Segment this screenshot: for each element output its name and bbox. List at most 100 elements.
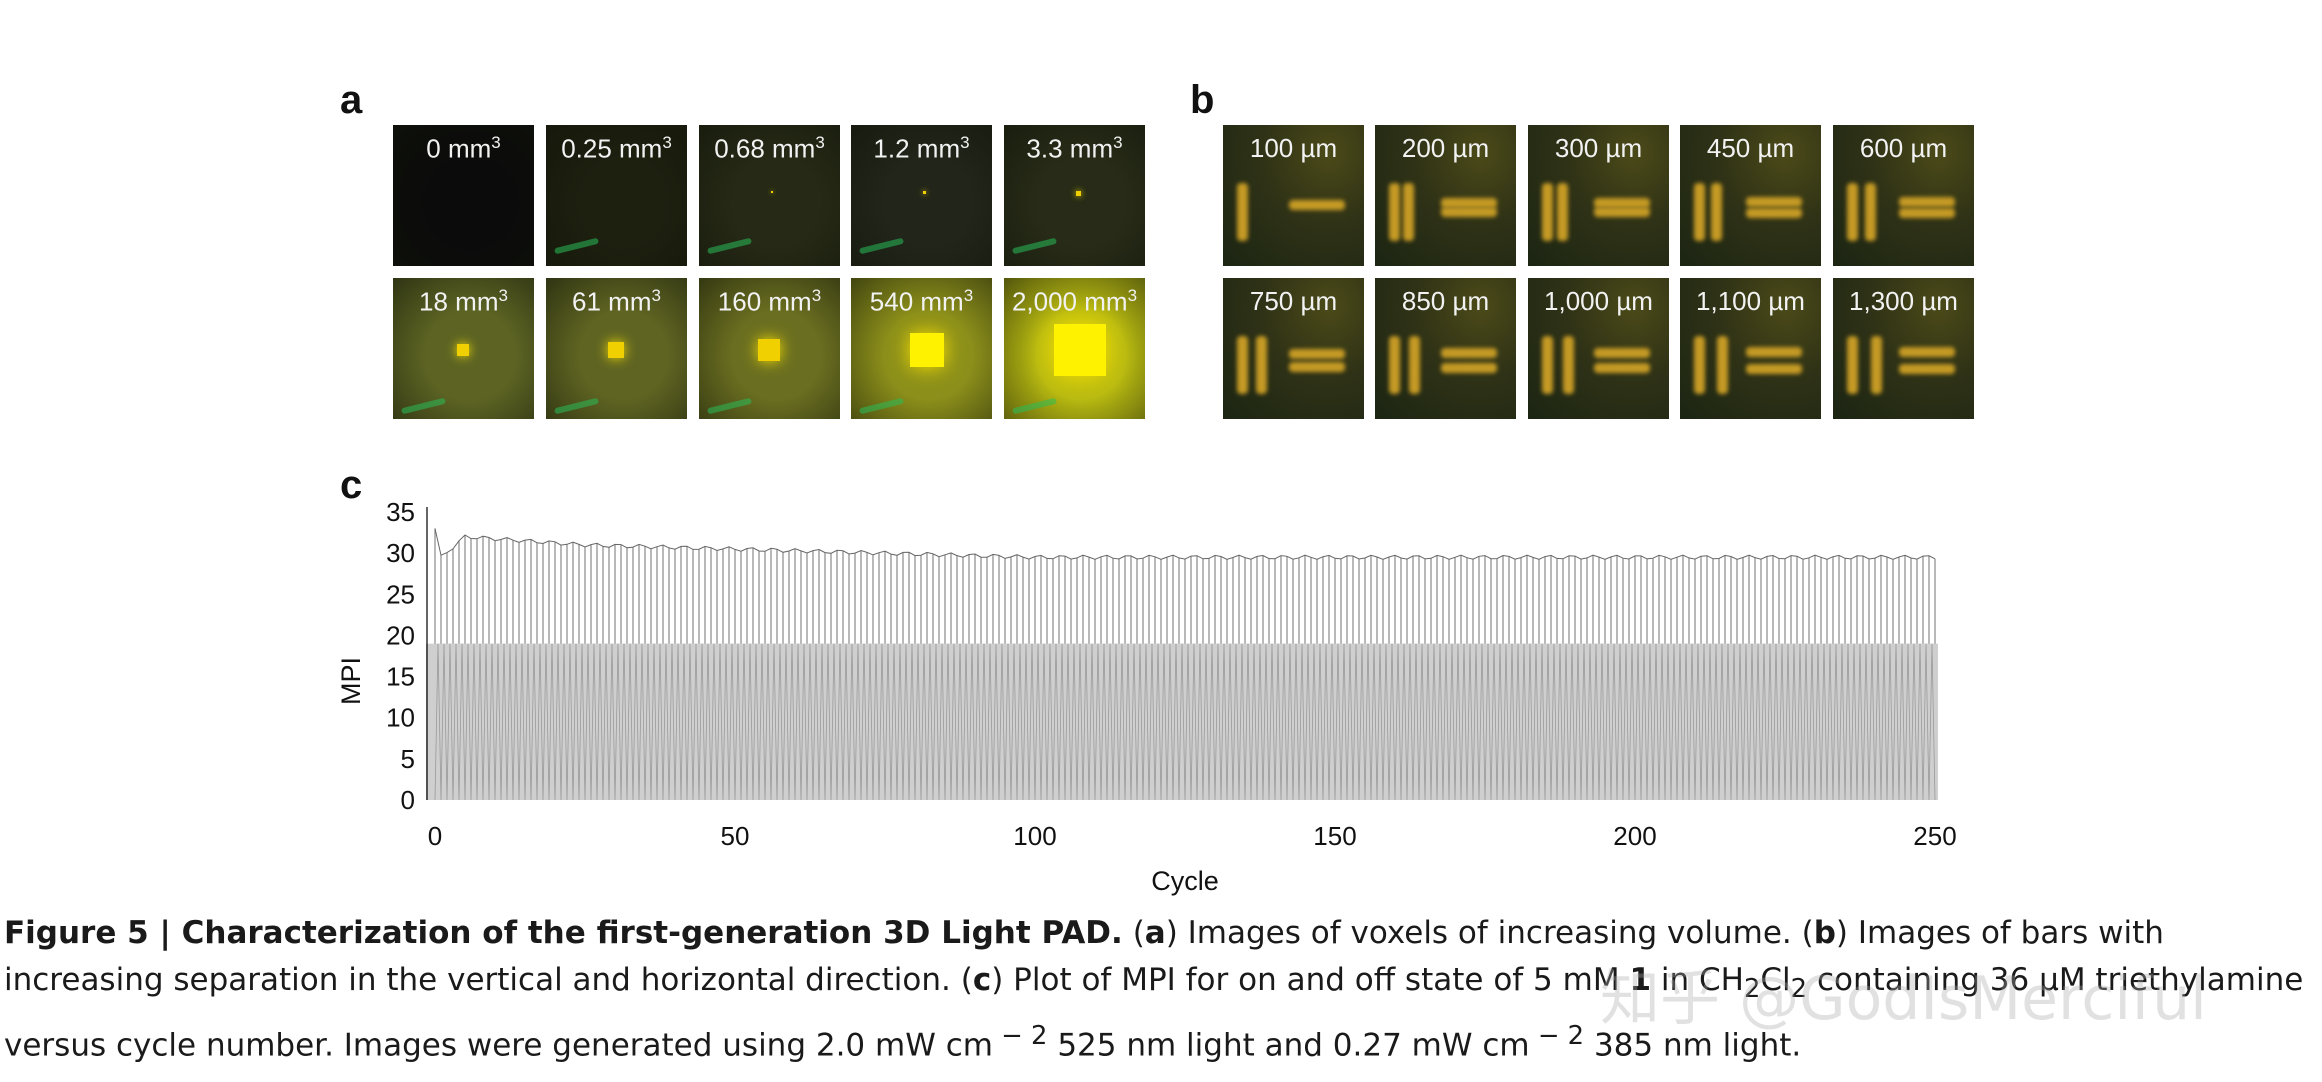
voxel-image-tile: 0.68 mm3: [699, 125, 840, 266]
bar-separation-tile: 1,300 µm: [1833, 278, 1974, 419]
voxel-image-tile: 540 mm3: [851, 278, 992, 419]
caption-text-c5: 525 nm light and 0.27 mW cm: [1047, 1027, 1530, 1064]
bar-separation-tile: 1,100 µm: [1680, 278, 1821, 419]
voxel-volume-label: 540 mm3: [869, 286, 974, 317]
horizontal-bar: [1289, 200, 1345, 210]
vertical-bar: [1716, 336, 1728, 394]
bar-separation-label: 1,000 µm: [1544, 286, 1653, 316]
voxel-image-tile: 61 mm3: [546, 278, 687, 419]
caption-letter-b: b: [1813, 915, 1836, 951]
streak-artifact: [706, 397, 753, 415]
bar-separation-label: 300 µm: [1554, 133, 1643, 163]
vertical-bar: [1847, 183, 1858, 241]
horizontal-bar: [1899, 364, 1955, 375]
caption-text-c2: in CH: [1651, 962, 1744, 998]
voxel-cube: [457, 344, 469, 356]
streak-artifact: [706, 237, 753, 255]
caption-figure-label: Figure 5 | Characterization of the first…: [4, 915, 1123, 951]
caption-sub2: 2: [1790, 974, 1808, 1005]
horizontal-bar: [1441, 198, 1497, 209]
caption-compound: 1: [1629, 962, 1652, 998]
vertical-bar: [1710, 183, 1722, 241]
voxel-volume-label: 2,000 mm3: [1011, 286, 1138, 317]
vertical-bar: [1542, 183, 1553, 241]
bar-separation-label: 850 µm: [1401, 286, 1490, 316]
horizontal-bar: [1594, 207, 1650, 218]
voxel-image-tile: 2,000 mm3: [1004, 278, 1145, 419]
voxel-image-tile: 1.2 mm3: [851, 125, 992, 266]
y-tick-label: 5: [401, 744, 415, 774]
horizontal-bar: [1746, 347, 1802, 358]
on-state-spikes: [434, 528, 1936, 644]
voxel-volume-label: 160 mm3: [717, 286, 822, 317]
bar-separation-tile: 450 µm: [1680, 125, 1821, 266]
horizontal-bar: [1289, 362, 1345, 372]
y-tick-label: 20: [386, 620, 415, 650]
off-state-band: [426, 643, 1938, 800]
bar-separation-label: 750 µm: [1249, 286, 1338, 316]
bar-separation-tile: 750 µm: [1223, 278, 1364, 419]
voxel-volume-label: 61 mm3: [572, 286, 661, 317]
vertical-bar: [1864, 183, 1876, 241]
voxel-cube: [771, 191, 773, 193]
caption-text-c4: containing 36 µM triethylamine versus cy…: [4, 962, 2304, 1064]
voxel-image-tile: 3.3 mm3: [1004, 125, 1145, 266]
voxel-cube: [910, 333, 944, 367]
horizontal-bar: [1746, 197, 1802, 208]
vertical-bar: [1870, 336, 1882, 394]
x-tick-label: 150: [1313, 821, 1356, 851]
voxel-cube: [758, 339, 780, 361]
bar-separation-tile: 100 µm: [1223, 125, 1364, 266]
vertical-bar: [1557, 183, 1569, 241]
caption-text-c: ) Plot of MPI for on and off state of 5 …: [991, 962, 1630, 998]
caption-sup2: − 2: [1529, 1021, 1585, 1052]
horizontal-bar: [1899, 196, 1955, 207]
bar-separation-tile: 850 µm: [1375, 278, 1516, 419]
vertical-bar: [1542, 336, 1553, 394]
y-tick-label: 15: [386, 662, 415, 692]
bar-separation-tile: 1,000 µm: [1528, 278, 1669, 419]
caption-sub1: 2: [1743, 974, 1761, 1005]
x-tick-label: 100: [1013, 821, 1056, 851]
panel-c-letter: c: [340, 463, 363, 507]
caption-text-b: ) Images of bars with increasing separat…: [4, 915, 2164, 998]
voxel-cube: [608, 342, 624, 358]
bar-separation-label: 600 µm: [1859, 133, 1948, 163]
horizontal-bar: [1441, 206, 1497, 217]
panel-c-mpi-chart: 0 5 10 15 20 25 30 35 0 50 100 150 200 250 Cycle MPI: [336, 497, 1957, 896]
vertical-bar: [1389, 183, 1400, 241]
figure-caption: Figure 5 | Characterization of the first…: [4, 910, 2314, 1070]
voxel-image-tile: 18 mm3: [393, 278, 534, 419]
horizontal-bar: [1289, 349, 1345, 359]
caption-text-a: ) Images of voxels of increasing volume.…: [1165, 915, 1814, 951]
streak-artifact: [553, 397, 600, 415]
bar-separation-tile: 300 µm: [1528, 125, 1669, 266]
voxel-cube: [1076, 191, 1081, 196]
horizontal-bar: [1899, 346, 1955, 357]
voxel-image-tile: 0 mm3: [393, 125, 534, 266]
panel-b-letter: b: [1190, 78, 1215, 122]
vertical-bar: [1409, 336, 1421, 394]
caption-text-c6: 385 nm light.: [1584, 1027, 1802, 1064]
voxel-volume-label: 18 mm3: [419, 286, 508, 317]
streak-artifact: [400, 397, 447, 415]
voxel-cube: [923, 191, 926, 194]
vertical-bar: [1389, 336, 1400, 394]
x-tick-label: 0: [428, 821, 442, 851]
y-tick-label: 25: [386, 579, 415, 609]
bar-separation-label: 1,100 µm: [1696, 286, 1805, 316]
vertical-bar: [1403, 183, 1415, 241]
caption-text: (: [1132, 915, 1145, 951]
panel-a-letter: a: [340, 78, 363, 122]
horizontal-bar: [1594, 197, 1650, 208]
voxel-image-tile: 160 mm3: [699, 278, 840, 419]
caption-letter-a: a: [1144, 915, 1166, 951]
horizontal-bar: [1441, 362, 1497, 373]
streak-artifact: [1011, 237, 1058, 255]
caption-letter-c: c: [972, 962, 992, 998]
streak-artifact: [1011, 397, 1058, 415]
y-tick-label: 10: [386, 703, 415, 733]
vertical-bar: [1847, 336, 1858, 394]
streak-artifact: [858, 237, 905, 255]
horizontal-bar: [1899, 208, 1955, 219]
